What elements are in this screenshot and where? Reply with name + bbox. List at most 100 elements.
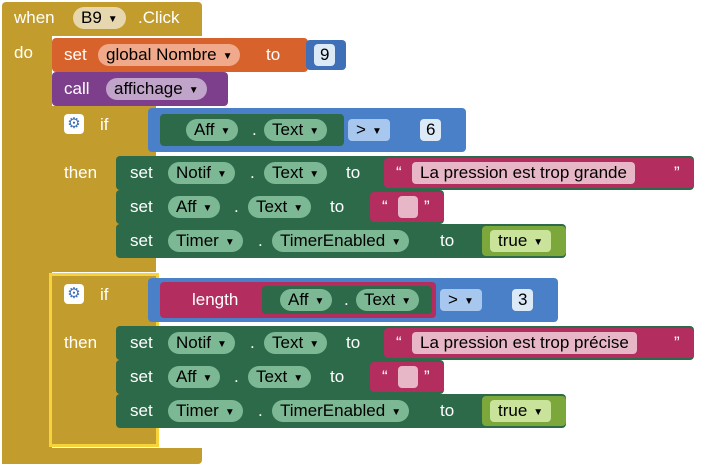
setter-property: Text: [272, 333, 304, 352]
call-label: call: [64, 79, 90, 98]
chevron-down-icon: ▼: [391, 407, 402, 418]
getter-property-dropdown[interactable]: Text ▼: [356, 289, 420, 311]
getter-property-dropdown[interactable]: Text ▼: [264, 119, 328, 141]
chevron-down-icon: ▼: [401, 296, 412, 307]
procedure-dropdown[interactable]: affichage ▼: [106, 78, 207, 100]
set-label: set: [130, 163, 153, 182]
quote-open: “: [396, 333, 402, 352]
text-string-value[interactable]: La pression est trop précise: [412, 332, 637, 354]
operator-dropdown[interactable]: > ▼: [348, 119, 390, 141]
chevron-down-icon: ▼: [463, 296, 474, 307]
setter-component: Aff: [176, 367, 197, 386]
procedure-name: affichage: [114, 79, 183, 98]
set-label: set: [64, 45, 87, 64]
boolean-dropdown[interactable]: true ▼: [490, 400, 552, 422]
dot: .: [344, 290, 349, 309]
setter-property-dropdown[interactable]: Text ▼: [264, 162, 328, 184]
do-label: do: [14, 43, 33, 62]
setter-component-dropdown[interactable]: Notif ▼: [168, 162, 235, 184]
setter-property: Text: [256, 367, 288, 386]
set-label: set: [130, 401, 153, 420]
chevron-down-icon: ▼: [533, 237, 544, 248]
getter-property: Text: [272, 120, 304, 139]
dot: .: [250, 163, 255, 182]
chevron-down-icon: ▼: [107, 14, 118, 25]
event-name: .Click: [138, 8, 180, 27]
empty-text-value[interactable]: [398, 196, 418, 218]
quote-close: ”: [674, 163, 680, 182]
quote-open: “: [396, 163, 402, 182]
setter-component-dropdown[interactable]: Notif ▼: [168, 332, 235, 354]
gear-icon[interactable]: ⚙: [64, 284, 84, 304]
setter-property: TimerEnabled: [280, 401, 386, 420]
setter-property-dropdown[interactable]: Text ▼: [264, 332, 328, 354]
if-label: if: [100, 115, 109, 134]
set-label: set: [130, 367, 153, 386]
quote-open: “: [382, 367, 388, 386]
getter-property: Text: [364, 290, 396, 309]
quote-close: ”: [674, 333, 680, 352]
chevron-down-icon: ▼: [222, 51, 233, 62]
chevron-down-icon: ▼: [188, 85, 199, 96]
setter-component: Timer: [176, 231, 219, 250]
setter-component: Notif: [176, 333, 211, 352]
chevron-down-icon: ▼: [533, 407, 544, 418]
quote-close: ”: [424, 367, 430, 386]
setter-component-dropdown[interactable]: Timer ▼: [168, 230, 243, 252]
chevron-down-icon: ▼: [293, 373, 304, 384]
length-label: length: [192, 290, 239, 309]
event-body: [2, 36, 52, 464]
chevron-down-icon: ▼: [309, 126, 320, 137]
setter-property-dropdown[interactable]: TimerEnabled ▼: [272, 400, 410, 422]
setter-component-dropdown[interactable]: Aff ▼: [168, 196, 221, 218]
then-label: then: [64, 333, 98, 352]
boolean-dropdown[interactable]: true ▼: [490, 230, 552, 252]
setter-property-dropdown[interactable]: Text ▼: [248, 366, 312, 388]
dot: .: [258, 231, 263, 250]
gear-icon[interactable]: ⚙: [64, 114, 84, 134]
set-label: set: [130, 333, 153, 352]
event-bottom: [2, 448, 202, 464]
number-value[interactable]: 9: [314, 44, 336, 66]
then-label: then: [64, 163, 98, 182]
to-label: to: [330, 197, 345, 216]
text-string-content: La pression est trop précise: [420, 333, 629, 352]
setter-component: Timer: [176, 401, 219, 420]
to-label: to: [330, 367, 345, 386]
compare-value[interactable]: 3: [512, 289, 534, 311]
if1-bottom: [52, 258, 156, 272]
chevron-down-icon: ▼: [224, 237, 235, 248]
setter-component-dropdown[interactable]: Timer ▼: [168, 400, 243, 422]
if-label: if: [100, 285, 109, 304]
component-dropdown[interactable]: B9 ▼: [73, 7, 126, 29]
operator: >: [356, 120, 366, 139]
chevron-down-icon: ▼: [371, 126, 382, 137]
global-var-name: global Nombre: [106, 45, 217, 64]
getter-component-dropdown[interactable]: Aff ▼: [186, 119, 239, 141]
chevron-down-icon: ▼: [202, 203, 213, 214]
text-string-value[interactable]: La pression est trop grande: [412, 162, 635, 184]
chevron-down-icon: ▼: [216, 169, 227, 180]
to-label: to: [346, 333, 361, 352]
dot: .: [250, 333, 255, 352]
chevron-down-icon: ▼: [202, 373, 213, 384]
dot: .: [234, 197, 239, 216]
chevron-down-icon: ▼: [293, 203, 304, 214]
setter-component-dropdown[interactable]: Aff ▼: [168, 366, 221, 388]
set-label: set: [130, 197, 153, 216]
chevron-down-icon: ▼: [224, 407, 235, 418]
getter-component-dropdown[interactable]: Aff ▼: [280, 289, 333, 311]
getter-component: Aff: [288, 290, 309, 309]
operator-dropdown[interactable]: > ▼: [440, 289, 482, 311]
empty-text-value[interactable]: [398, 366, 418, 388]
quote-open: “: [382, 197, 388, 216]
dot: .: [234, 367, 239, 386]
compare-value[interactable]: 6: [420, 119, 442, 141]
chevron-down-icon: ▼: [220, 126, 231, 137]
text-string-content: La pression est trop grande: [420, 163, 627, 182]
chevron-down-icon: ▼: [391, 237, 402, 248]
setter-property: Text: [272, 163, 304, 182]
setter-property-dropdown[interactable]: Text ▼: [248, 196, 312, 218]
setter-property-dropdown[interactable]: TimerEnabled ▼: [272, 230, 410, 252]
global-var-dropdown[interactable]: global Nombre ▼: [98, 44, 241, 66]
